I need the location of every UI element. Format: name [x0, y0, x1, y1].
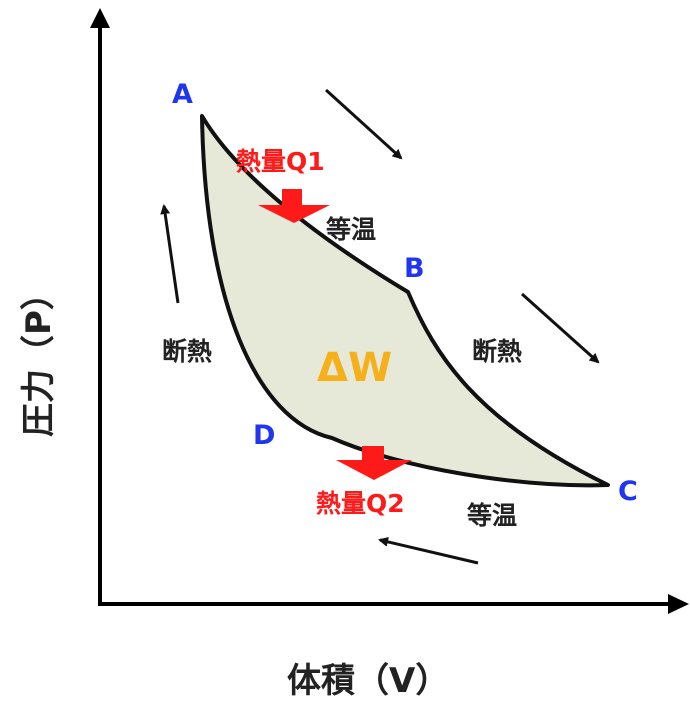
direction-arrow-ab — [324, 88, 403, 160]
heat-q1-label: 熱量Q1 — [236, 147, 325, 176]
direction-arrows — [160, 88, 600, 565]
direction-arrow-da — [160, 204, 180, 304]
y-axis-arrowhead — [90, 8, 110, 28]
point-c-label: C — [618, 476, 638, 507]
direction-arrow-bc — [520, 292, 600, 364]
point-b-label: B — [404, 253, 425, 284]
adiabatic-left-label: 断熱 — [162, 337, 212, 366]
cycle-region — [200, 114, 610, 488]
x-axis-title: 体積（V） — [287, 661, 449, 701]
heat-q2-label: 熱量Q2 — [316, 489, 405, 518]
axes — [90, 8, 689, 614]
isothermal-top-label: 等温 — [326, 215, 376, 244]
isothermal-bottom-label: 等温 — [467, 501, 517, 530]
point-a-label: A — [172, 79, 193, 110]
direction-arrow-cd — [378, 536, 479, 565]
heat-in-arrow — [258, 189, 330, 223]
work-label: ΔW — [317, 345, 392, 391]
y-axis-title: 圧力（P） — [19, 276, 59, 437]
heat-out-arrow — [336, 446, 412, 480]
adiabatic-right-label: 断熱 — [472, 337, 522, 366]
x-axis-arrowhead — [668, 594, 689, 614]
point-d-label: D — [253, 420, 275, 451]
